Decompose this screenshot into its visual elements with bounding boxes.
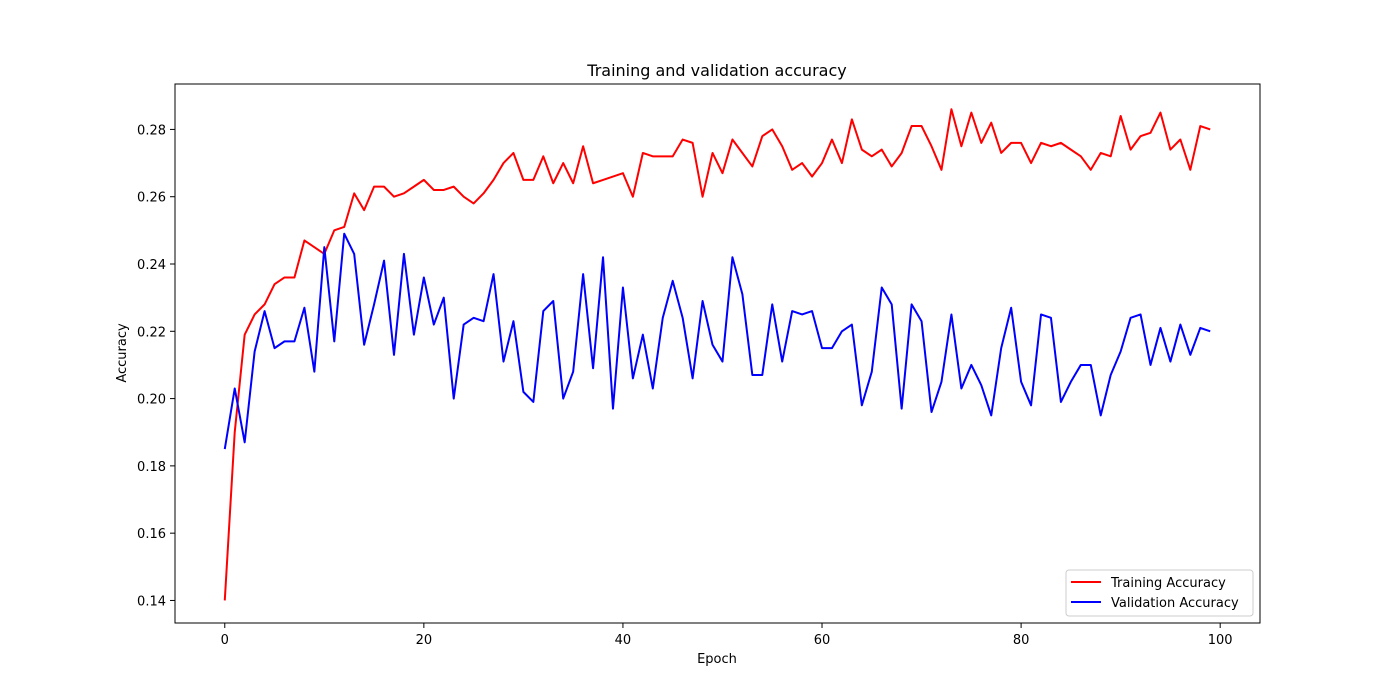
- y-tick-label: 0.28: [137, 123, 166, 138]
- x-tick-label: 80: [1013, 633, 1030, 648]
- y-tick-label: 0.22: [137, 325, 166, 340]
- legend-box: [1065, 569, 1254, 617]
- x-axis-ticks: 0 20 40 60 80 100: [221, 623, 1233, 648]
- y-tick-label: 0.14: [137, 594, 166, 609]
- series-line-validation: [223, 232, 1211, 450]
- x-axis-label: Epoch: [697, 652, 737, 667]
- series-layer: [223, 108, 1211, 601]
- series-line-training: [223, 108, 1211, 601]
- y-tick-label: 0.24: [137, 258, 166, 273]
- y-axis-ticks: 0.14 0.16 0.18 0.20 0.22 0.24 0.26 0.28: [137, 123, 175, 609]
- legend: Training Accuracy Validation Accuracy: [1065, 569, 1254, 617]
- chart-title: Training and validation accuracy: [586, 61, 846, 80]
- legend-label-training: Training Accuracy: [1110, 576, 1226, 591]
- x-tick-label: 0: [221, 633, 229, 648]
- y-tick-label: 0.26: [137, 191, 166, 206]
- y-tick-label: 0.18: [137, 460, 166, 475]
- x-tick-label: 60: [814, 633, 831, 648]
- x-tick-label: 40: [615, 633, 632, 648]
- x-tick-label: 100: [1208, 633, 1233, 648]
- y-axis-label: Accuracy: [115, 323, 130, 383]
- y-tick-label: 0.20: [137, 393, 166, 408]
- plot-area-frame: [174, 83, 1261, 624]
- x-tick-label: 20: [416, 633, 433, 648]
- legend-label-validation: Validation Accuracy: [1111, 596, 1239, 611]
- y-tick-label: 0.16: [137, 527, 166, 542]
